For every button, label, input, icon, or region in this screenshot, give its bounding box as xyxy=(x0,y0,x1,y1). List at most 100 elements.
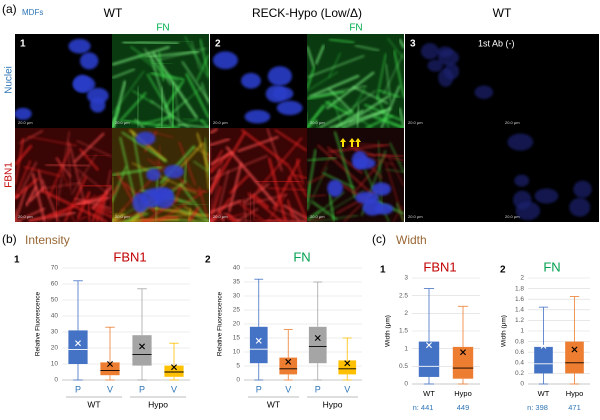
fiber xyxy=(376,152,404,162)
micrograph: 20.0 μm xyxy=(502,34,599,128)
fiber xyxy=(151,206,209,217)
micrograph-content xyxy=(212,51,303,124)
fiber xyxy=(389,142,404,174)
fiber xyxy=(307,193,327,198)
fiber xyxy=(18,219,22,222)
chart-title: FBN1 xyxy=(113,249,146,264)
fiber xyxy=(398,38,404,49)
group-label: Hypo xyxy=(323,399,343,409)
chart-panel-number: 2 xyxy=(500,265,506,276)
fiber xyxy=(377,89,401,98)
fiber xyxy=(157,190,206,222)
fiber xyxy=(45,163,90,167)
mean-marker xyxy=(571,346,578,353)
y-tick-label: 2 xyxy=(404,310,408,317)
y-tick-label: 50 xyxy=(51,297,59,304)
box xyxy=(534,346,553,374)
scale-bar-label: 20.0 μm xyxy=(18,214,33,219)
fiber xyxy=(334,100,373,128)
micrograph-content xyxy=(507,133,592,221)
panel-label: (c) xyxy=(372,232,386,246)
nucleus xyxy=(15,107,32,120)
fiber xyxy=(122,119,180,128)
haze xyxy=(307,34,404,128)
fiber xyxy=(47,148,71,199)
fiber xyxy=(74,215,88,222)
micrographs: 20.0 μm 20.0 μm 20.0 μm 20.0 μm 20.0 μm 20.0 … xyxy=(15,34,599,222)
box xyxy=(338,360,357,375)
fiber xyxy=(217,170,230,213)
nucleus xyxy=(146,168,161,181)
mean-marker xyxy=(255,337,262,344)
fiber xyxy=(78,148,100,171)
fiber xyxy=(149,55,173,127)
fiber xyxy=(218,211,225,222)
fiber xyxy=(139,215,179,222)
y-tick-label: 60 xyxy=(51,281,59,288)
row-label: Nuclei xyxy=(4,66,15,94)
scale-bar-label: 20.0 μm xyxy=(505,120,520,125)
fiber xyxy=(235,208,259,222)
mean-marker xyxy=(540,342,547,349)
fiber xyxy=(73,132,105,163)
fiber xyxy=(169,186,209,193)
fiber xyxy=(112,106,121,128)
micrograph-content xyxy=(15,128,112,222)
fiber xyxy=(388,156,404,187)
fiber xyxy=(309,74,360,98)
fiber xyxy=(380,85,401,128)
fiber xyxy=(82,184,112,188)
chart-title: FBN1 xyxy=(423,259,456,274)
y-tick-label: 1.2 xyxy=(515,317,524,324)
fiber xyxy=(252,218,263,222)
fiber xyxy=(155,99,187,128)
fiber xyxy=(31,173,46,222)
fiber xyxy=(307,149,317,203)
nucleus xyxy=(427,59,443,72)
y-tick-label: 2.5 xyxy=(399,292,408,299)
fiber xyxy=(92,185,112,210)
y-tick-label: 40 xyxy=(233,265,241,272)
fiber xyxy=(25,186,38,207)
fiber xyxy=(307,209,321,221)
fiber xyxy=(210,131,246,193)
y-tick-label: 0.2 xyxy=(515,370,524,377)
nucleus xyxy=(515,201,541,221)
scale-bar-label: 20.0 μm xyxy=(408,120,423,125)
fiber xyxy=(171,82,175,128)
cell-type: MDFs xyxy=(22,8,43,17)
fiber xyxy=(267,187,307,192)
micrograph-content xyxy=(112,34,209,128)
fiber xyxy=(247,192,283,222)
fiber xyxy=(184,36,209,80)
micrograph: 20.0 μm xyxy=(15,128,112,222)
fiber xyxy=(187,206,200,222)
fiber xyxy=(307,191,345,222)
fiber xyxy=(229,174,250,195)
mean-marker xyxy=(285,358,292,365)
y-tick-label: 35 xyxy=(233,279,241,286)
fiber xyxy=(142,115,174,125)
fiber xyxy=(243,183,270,204)
column-header: RECK-Hypo (Low/Δ) xyxy=(252,6,362,20)
nucleus xyxy=(68,38,91,54)
fiber xyxy=(210,212,247,222)
micrograph: 20.0 μm xyxy=(210,34,307,128)
panel-label: (a) xyxy=(2,2,17,16)
fiber xyxy=(112,217,115,222)
fiber xyxy=(148,130,174,138)
fiber xyxy=(313,85,367,97)
y-tick-label: 1 xyxy=(404,345,408,352)
x-tick-label: Hypo xyxy=(566,389,584,398)
fiber xyxy=(15,160,32,198)
nucleus xyxy=(437,49,460,66)
fiber xyxy=(41,179,59,222)
nucleus xyxy=(534,188,559,204)
micrograph: 20.0 μm xyxy=(112,34,209,128)
x-tick-label: Hypo xyxy=(454,389,472,398)
fiber xyxy=(178,141,197,186)
chart-panel-number: 1 xyxy=(14,255,20,266)
fiber xyxy=(112,176,114,220)
fiber xyxy=(383,53,404,95)
